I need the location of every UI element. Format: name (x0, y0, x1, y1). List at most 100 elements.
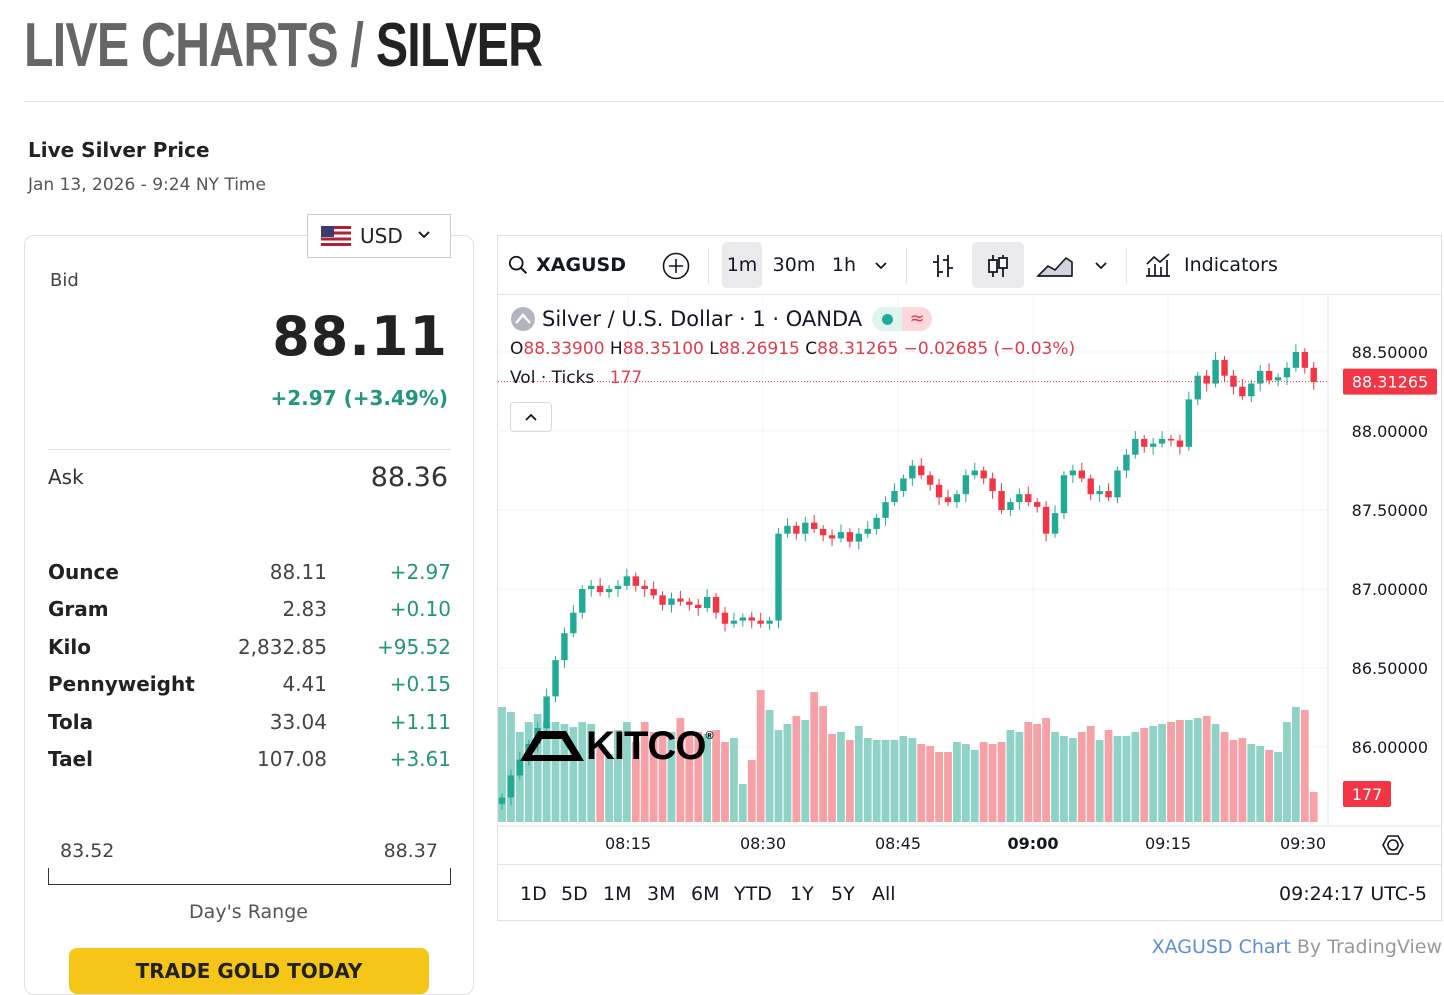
candle (784, 525, 791, 534)
candle (605, 589, 613, 593)
candles-style-button[interactable] (972, 242, 1024, 288)
volume-bar (533, 714, 542, 822)
weight-name: Pennyweight (48, 672, 195, 696)
volume-bar (970, 750, 979, 822)
weight-row: Kilo 2,832.85 +95.52 (48, 635, 451, 665)
candle (1149, 443, 1157, 447)
watermark-text: KITCO (586, 724, 706, 768)
volume-value: 177 (609, 368, 643, 388)
candle (846, 532, 854, 542)
range-1m[interactable]: 1M (603, 883, 632, 905)
page-title-name: SILVER (375, 11, 543, 80)
range-1d[interactable]: 1D (520, 883, 547, 905)
volume-bar (631, 742, 640, 822)
volume-bar (1077, 732, 1086, 822)
chart-clock[interactable]: 09:24:17 UTC-5 (1279, 883, 1427, 905)
bars-style-button[interactable] (922, 242, 964, 288)
range-3m[interactable]: 3M (647, 883, 676, 905)
volume-bar (507, 712, 515, 822)
volume-bar (1051, 732, 1059, 822)
weight-row: Pennyweight 4.41 +0.15 (48, 672, 451, 702)
candle (1310, 367, 1317, 383)
interval-30m[interactable]: 30m (772, 254, 816, 276)
market-status-badge[interactable]: ≈ (872, 307, 933, 331)
currency-select[interactable]: USD (307, 214, 451, 258)
volume-bar (1095, 740, 1104, 822)
volume-bar (676, 718, 685, 822)
close-label: C (805, 339, 818, 359)
weight-name: Tola (48, 710, 94, 734)
volume-bar (953, 742, 961, 822)
volume-bar (1176, 720, 1184, 822)
area-style-button[interactable] (1032, 242, 1078, 288)
candle (668, 598, 675, 605)
candle (1239, 386, 1246, 397)
kitco-logo-icon (520, 730, 584, 761)
volume-bar (997, 742, 1006, 822)
volume-bar (944, 752, 952, 822)
x-tick-label: 08:45 (875, 834, 921, 853)
range-5d[interactable]: 5D (561, 883, 588, 905)
price-panel (24, 235, 474, 995)
interval-1h[interactable]: 1h (831, 254, 857, 276)
chart-link[interactable]: XAGUSD Chart (1151, 936, 1291, 958)
candle (1176, 440, 1184, 447)
range-5y[interactable]: 5Y (831, 883, 855, 905)
bid-change: +2.97 (+3.49%) (270, 386, 449, 410)
range-1y[interactable]: 1Y (790, 883, 814, 905)
ask-label: Ask (48, 465, 84, 489)
interval-dropdown[interactable] (868, 242, 894, 288)
range-all[interactable]: All (872, 883, 896, 905)
candle (498, 797, 506, 804)
candle (837, 532, 845, 539)
us-flag-icon (321, 226, 351, 246)
chart-legend-title: Silver / U.S. Dollar · 1 · OANDA ≈ (510, 306, 933, 332)
volume-bar (1247, 744, 1256, 822)
volume-bar (1291, 707, 1300, 822)
volume-bar (872, 740, 881, 822)
volume-bar (810, 692, 819, 822)
candle (1042, 506, 1050, 534)
chevron-up-icon (525, 413, 537, 421)
volume-bar (614, 730, 622, 822)
weight-price: 2.83 (282, 597, 327, 621)
candle (1123, 454, 1130, 471)
page-title-prefix: LIVE CHARTS / (24, 11, 364, 80)
candle (971, 470, 978, 476)
interval-1m[interactable]: 1m (722, 242, 762, 288)
candle (579, 589, 586, 613)
compare-button[interactable] (656, 242, 696, 288)
symbol-search[interactable]: XAGUSD (508, 242, 626, 288)
price-chart-canvas[interactable]: 88.50000 88.00000 87.50000 87.00000 86.50000… (498, 296, 1442, 921)
volume-bar (551, 722, 560, 822)
bars-icon (933, 254, 953, 277)
header-divider (24, 101, 1444, 102)
volume-bar (560, 724, 569, 822)
candle (1167, 438, 1175, 441)
candle (614, 585, 622, 589)
candle (1158, 438, 1166, 444)
candle (516, 759, 524, 776)
candle (1132, 438, 1139, 455)
candle (1292, 352, 1300, 368)
tradingview-attribution[interactable]: XAGUSD Chart By TradingView (1152, 936, 1442, 958)
y-tick-label: 86.00000 (1352, 738, 1428, 757)
candle (1141, 438, 1148, 447)
settings-icon (1382, 835, 1404, 855)
range-ytd[interactable]: YTD (734, 883, 772, 905)
candle (1007, 502, 1014, 510)
trade-button[interactable]: TRADE GOLD TODAY (69, 948, 429, 994)
range-6m[interactable]: 6M (691, 883, 720, 905)
candle (1016, 494, 1023, 503)
indicators-button[interactable]: Indicators (1144, 242, 1294, 288)
chart-type-dropdown[interactable] (1088, 242, 1114, 288)
collapse-legend-button[interactable] (510, 402, 552, 432)
candle (909, 465, 916, 479)
volume-bar (935, 752, 943, 822)
candle (935, 484, 943, 498)
volume-bar (640, 722, 649, 822)
chart-toolbar: XAGUSD 1m 30m 1h Indicators (498, 236, 1441, 295)
candle (855, 533, 862, 542)
x-tick-label: 08:15 (605, 834, 651, 853)
volume-bar (917, 744, 926, 822)
